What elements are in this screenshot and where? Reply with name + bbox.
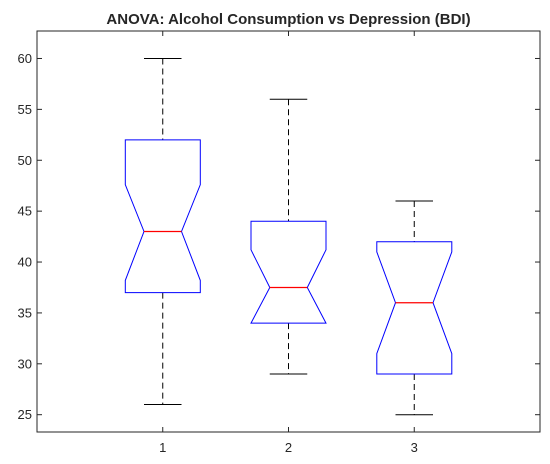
boxes-layer <box>124 57 453 416</box>
box-group <box>250 98 327 375</box>
x-tick-label: 2 <box>285 440 292 455</box>
x-tick-label: 3 <box>411 440 418 455</box>
y-tick-label: 35 <box>18 305 32 320</box>
box-group <box>376 200 453 416</box>
y-tick-label: 40 <box>18 255 32 270</box>
y-tick-label: 30 <box>18 356 32 371</box>
plot-area <box>36 30 541 433</box>
x-tick-label: 1 <box>159 440 166 455</box>
y-axis: 25 30 35 40 45 50 55 60 <box>18 51 540 422</box>
notched-box <box>250 220 327 324</box>
y-tick-label: 25 <box>18 407 32 422</box>
y-tick-label: 55 <box>18 102 32 117</box>
y-tick-label: 45 <box>18 204 32 219</box>
notched-box <box>124 139 201 294</box>
chart-title: ANOVA: Alcohol Consumption vs Depression… <box>106 11 470 28</box>
x-axis: 1 2 3 <box>159 31 418 455</box>
y-tick-label: 50 <box>18 153 32 168</box>
box-group <box>124 57 201 406</box>
notched-box <box>376 241 453 375</box>
y-tick-label: 60 <box>18 51 32 66</box>
